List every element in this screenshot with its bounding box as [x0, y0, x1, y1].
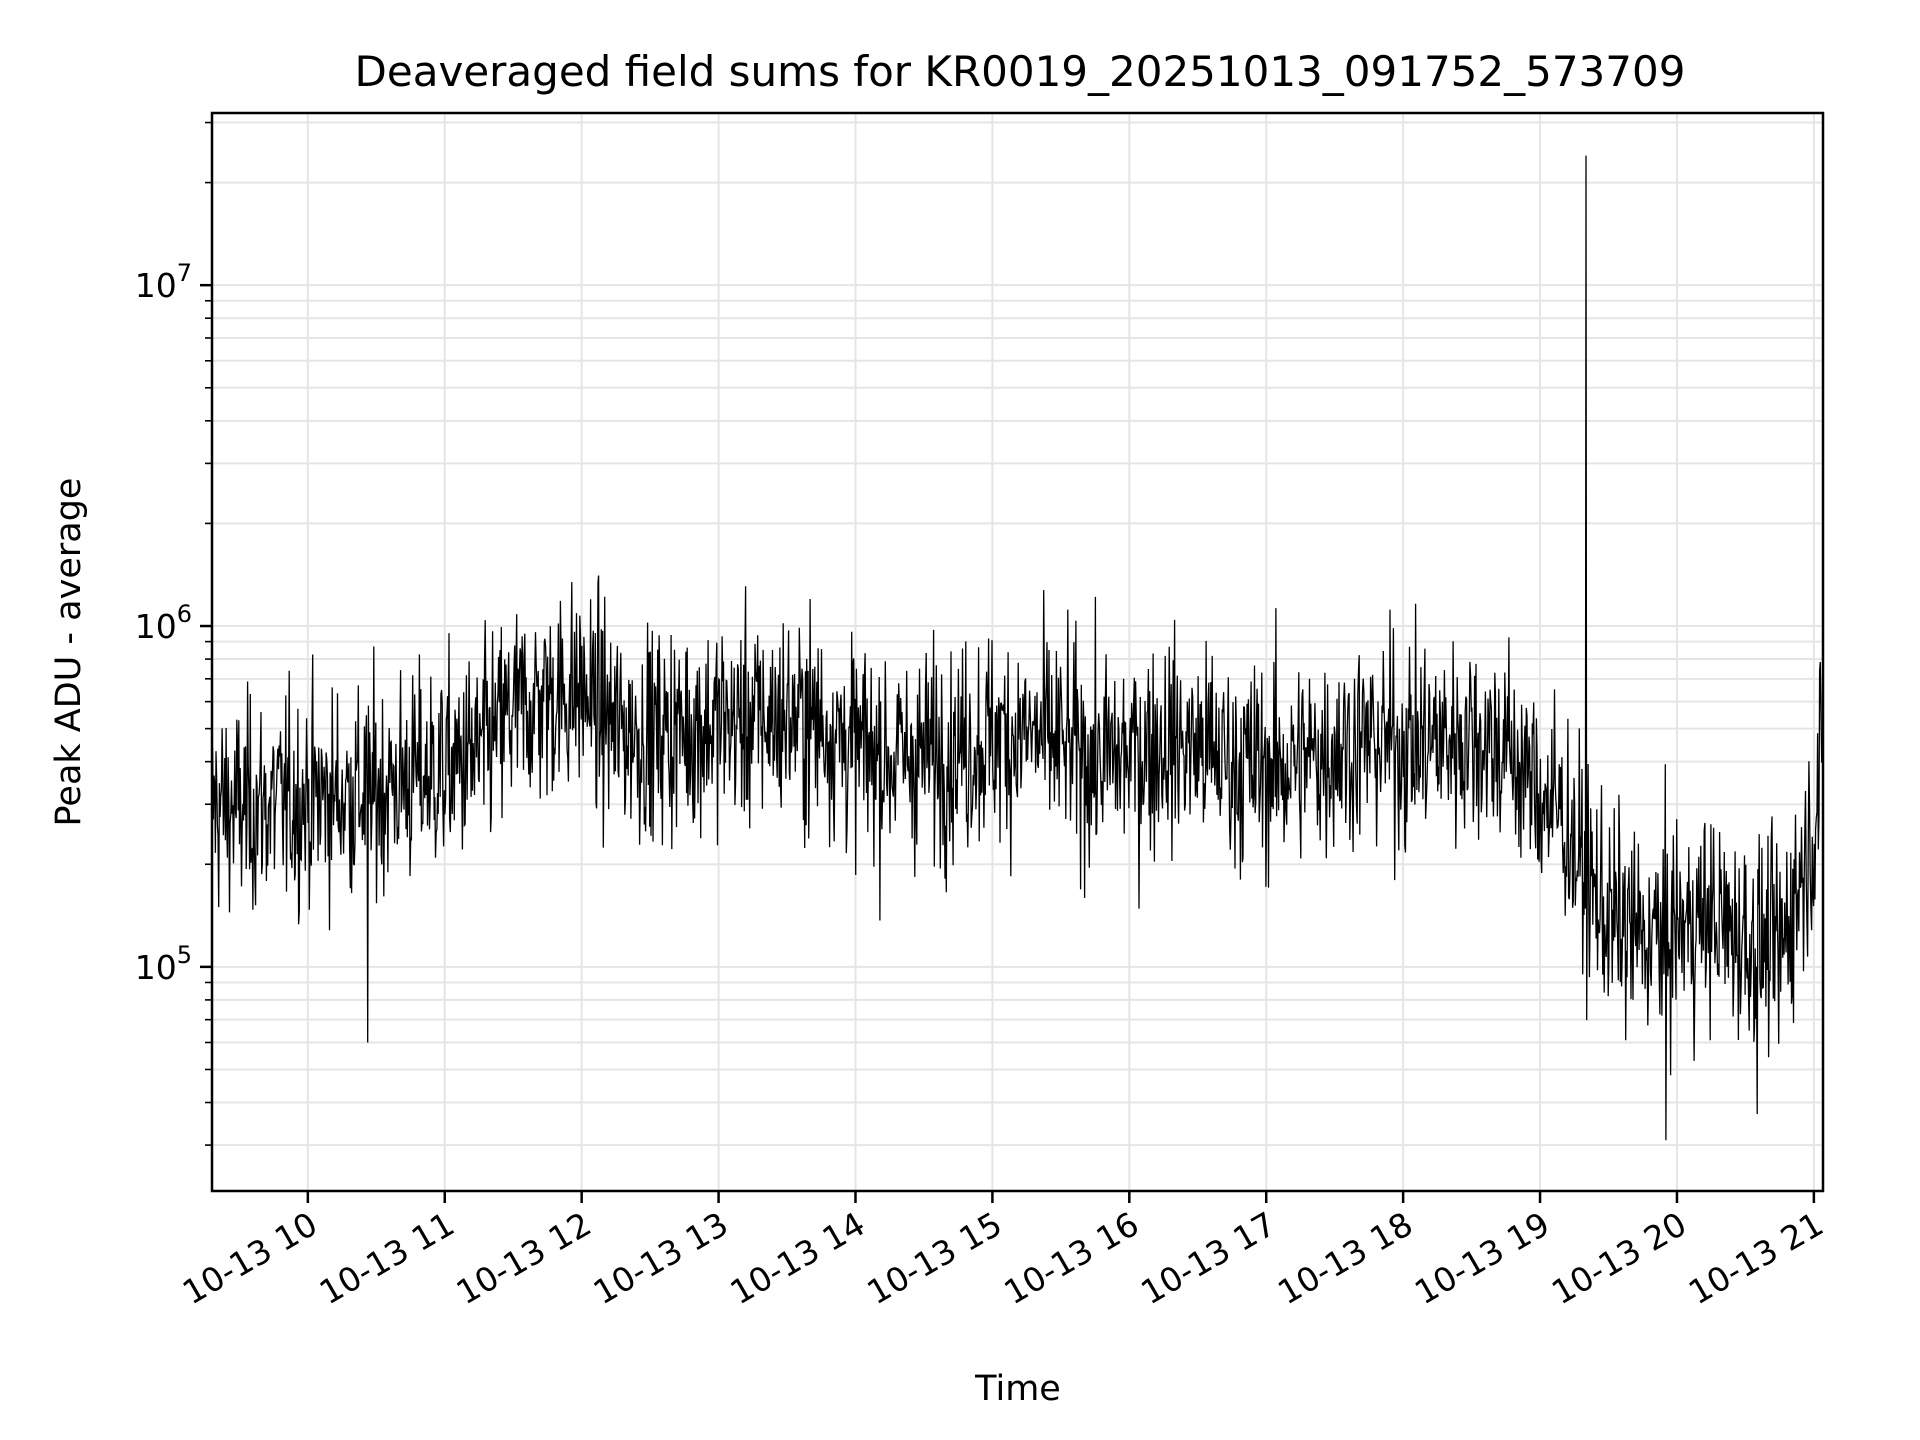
x-tick-label: 10-13 12: [450, 1204, 598, 1312]
x-tick-label: 10-13 13: [587, 1204, 735, 1312]
plot-area: [211, 155, 1824, 1141]
x-tick-label: 10-13 15: [860, 1204, 1008, 1312]
x-tick-label: 10-13 18: [1271, 1204, 1419, 1312]
x-tick-label: 10-13 19: [1408, 1204, 1556, 1312]
x-tick-label: 10-13 20: [1545, 1204, 1693, 1312]
x-tick-label: 10-13 16: [997, 1204, 1145, 1312]
chart-title: Deaveraged field sums for KR0019_2025101…: [355, 47, 1686, 96]
x-tick-label: 10-13 14: [723, 1204, 871, 1312]
x-tick-label: 10-13 11: [313, 1204, 461, 1312]
y-axis-tick-labels: 105 106 107: [135, 259, 192, 987]
plot-frame: [210, 111, 1825, 1193]
x-tick-label: 10-13 17: [1134, 1204, 1282, 1312]
axis-ticks: [200, 121, 1816, 1203]
x-tick-label: 10-13 10: [176, 1204, 324, 1312]
y-tick-label: 105: [135, 941, 192, 987]
series-line: [211, 155, 1824, 1141]
y-tick-label: 106: [135, 600, 192, 646]
x-axis-label: Time: [974, 1369, 1061, 1409]
x-tick-label: 10-13 21: [1682, 1204, 1830, 1312]
y-axis-label: Peak ADU - average: [49, 478, 89, 827]
y-tick-label: 107: [135, 259, 192, 305]
grid: [212, 113, 1823, 1191]
